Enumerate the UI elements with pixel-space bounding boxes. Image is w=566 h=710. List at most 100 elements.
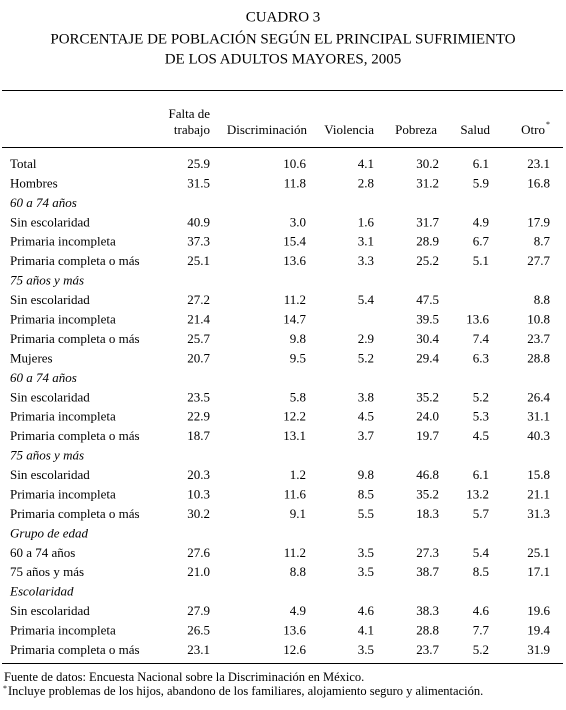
column-header: Falta de — [168, 106, 210, 121]
cell-value: 31.1 — [527, 409, 550, 424]
column-header: Salud — [460, 122, 490, 137]
cell-value: 3.0 — [290, 214, 306, 229]
cell-value: 4.9 — [473, 214, 489, 229]
cell-value: 25.1 — [187, 253, 210, 268]
cell-value: 31.5 — [187, 175, 210, 190]
column-header: Violencia — [324, 122, 374, 137]
cell-value: 28.9 — [416, 234, 439, 249]
cell-value: 4.6 — [358, 603, 375, 618]
row-label: Hombres — [10, 175, 58, 190]
cell-value: 25.7 — [187, 331, 210, 346]
row-label: Sin escolaridad — [10, 214, 90, 229]
cell-value: 5.5 — [358, 506, 374, 521]
cell-value: 6.1 — [473, 467, 489, 482]
cell-value: 4.9 — [290, 603, 306, 618]
cell-value: 5.1 — [473, 253, 489, 268]
cell-value: 3.5 — [358, 564, 374, 579]
cell-value: 15.4 — [283, 234, 306, 249]
cell-value: 2.9 — [358, 331, 374, 346]
cell-value: 25.9 — [187, 156, 210, 171]
cell-value: 15.8 — [527, 467, 550, 482]
cell-value: 3.5 — [358, 642, 374, 657]
cell-value: 14.7 — [283, 312, 306, 327]
cell-value: 46.8 — [416, 467, 439, 482]
cell-value: 5.2 — [358, 350, 374, 365]
column-header: trabajo — [174, 122, 210, 137]
cell-value: 27.2 — [187, 292, 210, 307]
row-label: 60 a 74 años — [10, 545, 75, 560]
cell-value: 11.8 — [284, 175, 306, 190]
cell-value: 31.3 — [527, 506, 550, 521]
cell-value: 5.2 — [473, 389, 489, 404]
cell-value: 22.9 — [187, 409, 210, 424]
cell-value: 31.2 — [416, 175, 439, 190]
cell-value: 8.5 — [358, 486, 374, 501]
row-label: Primaria completa o más — [10, 642, 140, 657]
cell-value: 23.7 — [416, 642, 439, 657]
cell-value: 3.1 — [358, 234, 374, 249]
cell-value: 6.1 — [473, 156, 489, 171]
cell-value: 17.9 — [527, 214, 550, 229]
cell-value: 12.2 — [283, 409, 306, 424]
cell-value: 38.3 — [416, 603, 439, 618]
cell-value: 35.2 — [416, 486, 439, 501]
cell-value: 27.3 — [416, 545, 439, 560]
cell-value: 40.3 — [527, 428, 550, 443]
row-label: 75 años y más — [10, 564, 84, 579]
cell-value: 10.3 — [187, 486, 210, 501]
cell-value: 5.4 — [358, 292, 375, 307]
cell-value: 19.6 — [527, 603, 550, 618]
cell-value: 3.8 — [358, 389, 374, 404]
cell-value: 28.8 — [416, 623, 439, 638]
section-label: 75 años y más — [10, 448, 84, 463]
cell-value: 8.8 — [534, 292, 550, 307]
note-mark: * — [3, 684, 7, 693]
cell-value: 20.7 — [187, 350, 210, 365]
row-label: Primaria incompleta — [10, 234, 116, 249]
cell-value: 8.8 — [290, 564, 306, 579]
section-label: 60 a 74 años — [10, 370, 77, 385]
row-label: Primaria incompleta — [10, 409, 116, 424]
cell-value: 4.1 — [358, 623, 374, 638]
section-label: Grupo de edad — [10, 525, 88, 540]
cell-value: 24.0 — [416, 409, 439, 424]
column-header: Otro — [521, 122, 545, 137]
cell-value: 27.6 — [187, 545, 210, 560]
cell-value: 3.7 — [358, 428, 375, 443]
row-label: Primaria incompleta — [10, 486, 116, 501]
cell-value: 5.3 — [473, 409, 489, 424]
source-note: Fuente de datos: Encuesta Nacional sobre… — [4, 670, 364, 684]
cell-value: 6.7 — [473, 234, 490, 249]
cell-value: 10.6 — [283, 156, 306, 171]
cell-value: 2.8 — [358, 175, 374, 190]
row-label: Primaria completa o más — [10, 428, 140, 443]
footnote: Incluye problemas de los hijos, abandono… — [8, 684, 483, 698]
row-label: Sin escolaridad — [10, 603, 90, 618]
cell-value: 5.2 — [473, 642, 489, 657]
cell-value: 4.1 — [358, 156, 374, 171]
row-label: Total — [10, 156, 37, 171]
section-label: 75 años y más — [10, 273, 84, 288]
cell-value: 35.2 — [416, 389, 439, 404]
cell-value: 10.8 — [527, 312, 550, 327]
cell-value: 5.9 — [473, 175, 489, 190]
cell-value: 25.1 — [527, 545, 550, 560]
cell-value: 23.7 — [527, 331, 550, 346]
cell-value: 30.2 — [187, 506, 210, 521]
column-header: Discriminación — [227, 122, 308, 137]
cell-value: 7.7 — [473, 623, 490, 638]
cell-value: 13.6 — [283, 253, 306, 268]
cell-value: 17.1 — [527, 564, 550, 579]
cell-value: 29.4 — [416, 350, 439, 365]
table-number: CUADRO 3 — [246, 9, 321, 25]
cell-value: 5.4 — [473, 545, 490, 560]
cell-value: 4.5 — [358, 409, 374, 424]
cell-value: 1.6 — [358, 214, 375, 229]
row-label: Primaria completa o más — [10, 506, 140, 521]
cell-value: 9.8 — [358, 467, 374, 482]
cell-value: 13.2 — [466, 486, 489, 501]
cell-value: 7.4 — [473, 331, 490, 346]
cell-value: 18.3 — [416, 506, 439, 521]
row-label: Sin escolaridad — [10, 389, 90, 404]
row-label: Sin escolaridad — [10, 292, 90, 307]
